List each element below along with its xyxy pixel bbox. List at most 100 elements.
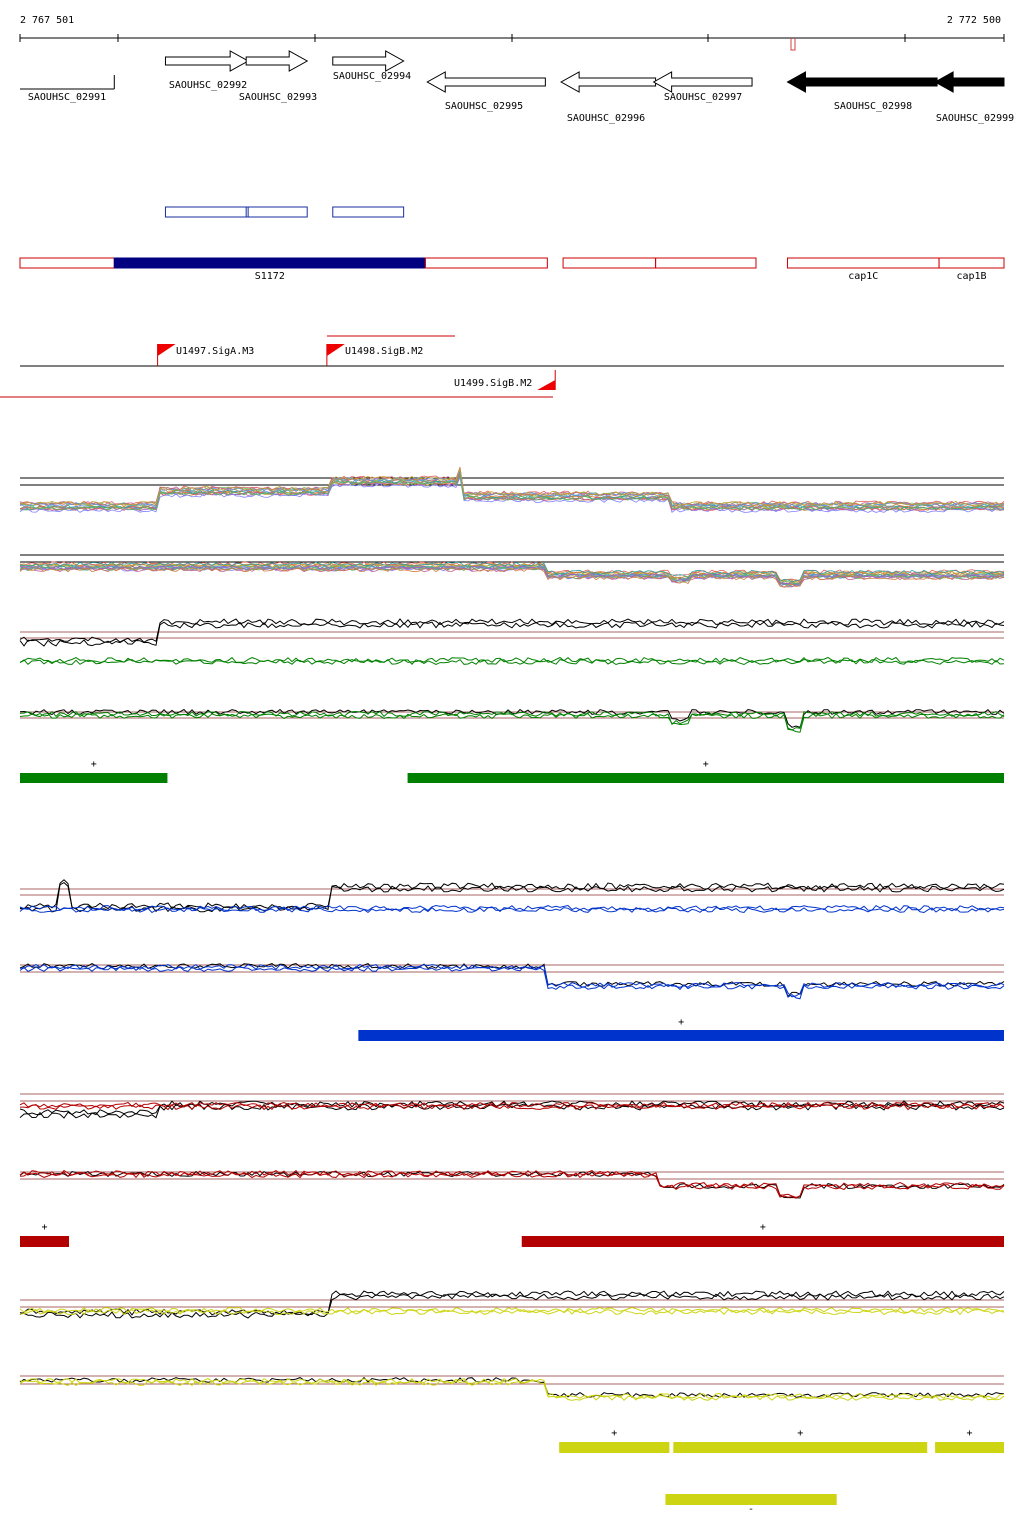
gene-SAOUHSC_02991: SAOUHSC_02991: [20, 75, 115, 103]
transcript-segment: [562, 257, 657, 269]
transcript-label: S1172: [255, 271, 285, 282]
transcript-label: cap1B: [956, 271, 986, 282]
promoter-flag-icon: [326, 344, 345, 356]
orf-box: [164, 206, 249, 218]
condition-profile-line: [19, 1101, 1005, 1109]
segment-strand-label: +: [760, 1222, 766, 1233]
condition-profile-line: [20, 1103, 1005, 1111]
promoter-U1497.SigA.M3: U1497.SigA.M3: [157, 344, 254, 366]
transcript-segment: [655, 257, 757, 269]
transcript-box: [113, 257, 426, 269]
transcription-segment-bar: [358, 1030, 1004, 1041]
transcription-segment-bar: [673, 1442, 928, 1453]
condition-profile-line: [19, 467, 1005, 506]
transcript-box: [562, 257, 657, 269]
transcript-segment: S1172: [113, 257, 426, 282]
promoter-label: U1497.SigA.M3: [176, 346, 254, 357]
gene-label: SAOUHSC_02991: [28, 92, 106, 103]
gene-label: SAOUHSC_02995: [445, 101, 523, 112]
transcript-box: [19, 257, 115, 269]
condition-profile-line: [19, 906, 1005, 914]
condition-profile-line: [19, 904, 1005, 912]
segment-strand-label: -: [748, 1504, 754, 1515]
gene-label: SAOUHSC_02994: [333, 71, 411, 82]
segment-strand-label: +: [41, 1222, 47, 1233]
gene-label: SAOUHSC_02993: [239, 92, 317, 103]
promoter-flag-icon: [537, 380, 556, 390]
gene-SAOUHSC_02996: SAOUHSC_02996: [560, 71, 657, 124]
gene-SAOUHSC_02999: SAOUHSC_02999: [934, 71, 1014, 124]
condition-profile-line: [19, 466, 1005, 506]
control-profile-line: [19, 618, 1005, 643]
condition-profile-line: [19, 1171, 1005, 1199]
transcript-label: cap1C: [848, 271, 878, 282]
expression-tracks: + +++ ++ + +-: [19, 466, 1005, 1515]
condition-profile-line: [19, 712, 1005, 733]
gene-SAOUHSC_02994: SAOUHSC_02994: [332, 50, 411, 82]
condition-profile-line: [19, 1377, 1005, 1400]
transcription-segment-bar: [20, 1236, 70, 1247]
condition-profile-line: [19, 965, 1005, 1000]
condition-profile-line: [19, 963, 1005, 998]
coordinate-end-label: 2 772 500: [947, 15, 1001, 26]
gene-arrow: [245, 50, 309, 72]
condition-profile-line: [20, 472, 1005, 511]
segment-strand-label: +: [91, 759, 97, 770]
transcript-box: [424, 257, 548, 269]
segment-strand-label: +: [703, 759, 709, 770]
control-profile-line: [19, 881, 1005, 913]
condition-profile-line: [19, 656, 1005, 664]
transcription-segment-bar: [521, 1236, 1004, 1247]
transcription-segment-bar: [559, 1442, 670, 1453]
promoter-flag-icon: [157, 344, 176, 356]
condition-profile-line: [19, 470, 1005, 508]
ruler-ticks: [19, 34, 1005, 51]
segment-strand-label: +: [797, 1428, 803, 1439]
control-profile-line: [19, 1293, 1005, 1319]
transcription-segment-bar: [20, 773, 168, 783]
transcript-segment: cap1C: [786, 257, 940, 282]
condition-profile-line: [19, 561, 1005, 582]
gene-arrow: [164, 50, 250, 72]
transcript-box: [938, 257, 1005, 269]
transcription-segment-bar: [935, 1442, 1004, 1453]
condition-profile-line: [19, 1308, 1005, 1316]
control-profile-line: [19, 879, 1005, 910]
gene-label: SAOUHSC_02996: [567, 113, 645, 124]
gene-label: SAOUHSC_02992: [169, 80, 247, 91]
gene-arrow: [426, 71, 546, 93]
control-profile-line: [19, 1376, 1005, 1399]
gene-SAOUHSC_02992: SAOUHSC_02992: [164, 50, 250, 91]
promoter-U1499.SigB.M2: U1499.SigB.M2: [454, 370, 556, 390]
expression-group-2: +: [19, 879, 1005, 1041]
condition-profile-line: [19, 1169, 1005, 1198]
condition-profile-line: [19, 470, 1005, 507]
segment-strand-label: +: [967, 1428, 973, 1439]
gene-label: SAOUHSC_02999: [936, 113, 1014, 124]
condition-profile-line: [19, 471, 1005, 511]
segment-strand-label: +: [678, 1017, 684, 1028]
orf-track: [164, 206, 405, 218]
transcript-segment: cap1B: [938, 257, 1005, 282]
transcription-segment-bar: [665, 1494, 837, 1505]
condition-profile-line: [19, 658, 1005, 666]
expression-group-4: + + + -: [19, 1290, 1005, 1515]
gene-SAOUHSC_02993: SAOUHSC_02993: [239, 50, 317, 103]
gene-arrow: [20, 75, 115, 90]
promoter-label: U1499.SigB.M2: [454, 378, 532, 389]
transcript-segment: [19, 257, 115, 269]
transcription-segment-bar: [407, 773, 1004, 783]
expression-group-1: + +: [19, 618, 1005, 783]
transcript-box: [786, 257, 940, 269]
gene-SAOUHSC_02997: SAOUHSC_02997: [652, 71, 753, 103]
ruler-notch: [790, 38, 796, 51]
coordinate-ruler: 2 767 501 2 772 500: [19, 15, 1005, 51]
gene-SAOUHSC_02995: SAOUHSC_02995: [426, 71, 546, 112]
gene-label: SAOUHSC_02997: [664, 92, 742, 103]
condition-profile-line: [20, 561, 1005, 583]
control-profile-line: [19, 621, 1005, 647]
condition-profile-line: [19, 566, 1005, 587]
control-profile-line: [19, 708, 1005, 729]
